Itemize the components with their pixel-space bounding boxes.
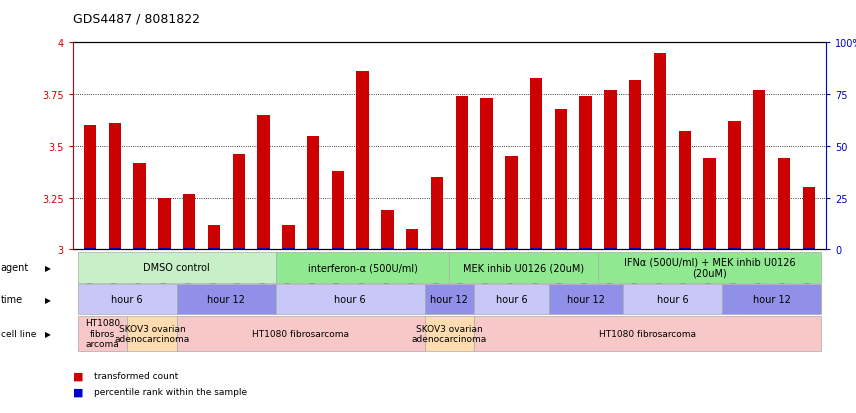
Bar xyxy=(728,248,740,250)
Bar xyxy=(753,91,765,250)
Text: hour 6: hour 6 xyxy=(496,294,527,304)
Bar xyxy=(629,248,641,250)
Text: HT1080 fibrosarcoma: HT1080 fibrosarcoma xyxy=(253,329,349,338)
Bar xyxy=(753,248,765,250)
Bar xyxy=(704,248,716,250)
Text: hour 12: hour 12 xyxy=(567,294,604,304)
Bar xyxy=(233,155,245,250)
Bar xyxy=(679,248,691,250)
Bar xyxy=(381,211,394,250)
Bar xyxy=(654,248,666,250)
Bar xyxy=(208,225,220,250)
Bar xyxy=(728,122,740,250)
Bar xyxy=(282,249,294,250)
Bar xyxy=(258,116,270,250)
Bar xyxy=(258,248,270,250)
Text: SKOV3 ovarian
adenocarcinoma: SKOV3 ovarian adenocarcinoma xyxy=(412,324,487,343)
Bar xyxy=(331,248,344,250)
Bar xyxy=(455,97,468,250)
Bar xyxy=(778,248,790,250)
Text: HT1080
fibros
arcoma: HT1080 fibros arcoma xyxy=(85,319,120,348)
Text: hour 12: hour 12 xyxy=(752,294,790,304)
Text: MEK inhib U0126 (20uM): MEK inhib U0126 (20uM) xyxy=(463,262,585,273)
Bar xyxy=(381,249,394,250)
Bar xyxy=(778,159,790,250)
Bar xyxy=(555,109,567,250)
Bar xyxy=(307,248,319,250)
Text: ▶: ▶ xyxy=(45,263,51,272)
Text: DMSO control: DMSO control xyxy=(144,262,211,273)
Text: agent: agent xyxy=(1,262,29,273)
Bar xyxy=(455,248,468,250)
Bar xyxy=(84,126,96,250)
Text: time: time xyxy=(1,294,23,304)
Text: hour 6: hour 6 xyxy=(657,294,688,304)
Bar xyxy=(480,99,493,250)
Bar xyxy=(406,229,419,250)
Text: ▶: ▶ xyxy=(45,329,51,338)
Bar xyxy=(109,248,121,250)
Bar xyxy=(604,248,616,250)
Text: SKOV3 ovarian
adenocarcinoma: SKOV3 ovarian adenocarcinoma xyxy=(115,324,190,343)
Bar xyxy=(134,163,146,250)
Bar xyxy=(158,198,170,250)
Text: transformed count: transformed count xyxy=(94,371,178,380)
Bar xyxy=(183,194,195,250)
Bar xyxy=(158,248,170,250)
Bar xyxy=(307,136,319,250)
Bar xyxy=(654,54,666,250)
Text: ■: ■ xyxy=(73,387,83,396)
Bar xyxy=(356,248,369,250)
Text: GDS4487 / 8081822: GDS4487 / 8081822 xyxy=(73,12,199,25)
Text: hour 12: hour 12 xyxy=(207,294,246,304)
Bar xyxy=(356,72,369,250)
Bar xyxy=(679,132,691,250)
Text: hour 12: hour 12 xyxy=(431,294,468,304)
Text: hour 6: hour 6 xyxy=(111,294,143,304)
Bar xyxy=(282,225,294,250)
Bar xyxy=(530,78,543,250)
Bar xyxy=(530,248,543,250)
Bar xyxy=(331,171,344,250)
Bar xyxy=(431,178,443,250)
Text: percentile rank within the sample: percentile rank within the sample xyxy=(94,387,247,396)
Bar xyxy=(629,81,641,250)
Text: ■: ■ xyxy=(73,371,83,381)
Bar xyxy=(505,157,518,250)
Text: ▶: ▶ xyxy=(45,295,51,304)
Bar xyxy=(480,248,493,250)
Bar xyxy=(134,248,146,250)
Bar xyxy=(431,248,443,250)
Bar xyxy=(208,249,220,250)
Bar xyxy=(604,91,616,250)
Bar xyxy=(233,248,245,250)
Bar xyxy=(580,97,591,250)
Bar xyxy=(109,124,121,250)
Bar xyxy=(84,248,96,250)
Bar xyxy=(406,249,419,250)
Bar xyxy=(802,188,815,250)
Bar xyxy=(505,248,518,250)
Bar xyxy=(704,159,716,250)
Bar xyxy=(802,248,815,250)
Text: interferon-α (500U/ml): interferon-α (500U/ml) xyxy=(308,262,418,273)
Bar xyxy=(555,248,567,250)
Text: hour 6: hour 6 xyxy=(335,294,366,304)
Bar xyxy=(183,248,195,250)
Text: cell line: cell line xyxy=(1,329,36,338)
Text: IFNα (500U/ml) + MEK inhib U0126
(20uM): IFNα (500U/ml) + MEK inhib U0126 (20uM) xyxy=(624,256,795,278)
Text: HT1080 fibrosarcoma: HT1080 fibrosarcoma xyxy=(599,329,696,338)
Bar xyxy=(580,248,591,250)
